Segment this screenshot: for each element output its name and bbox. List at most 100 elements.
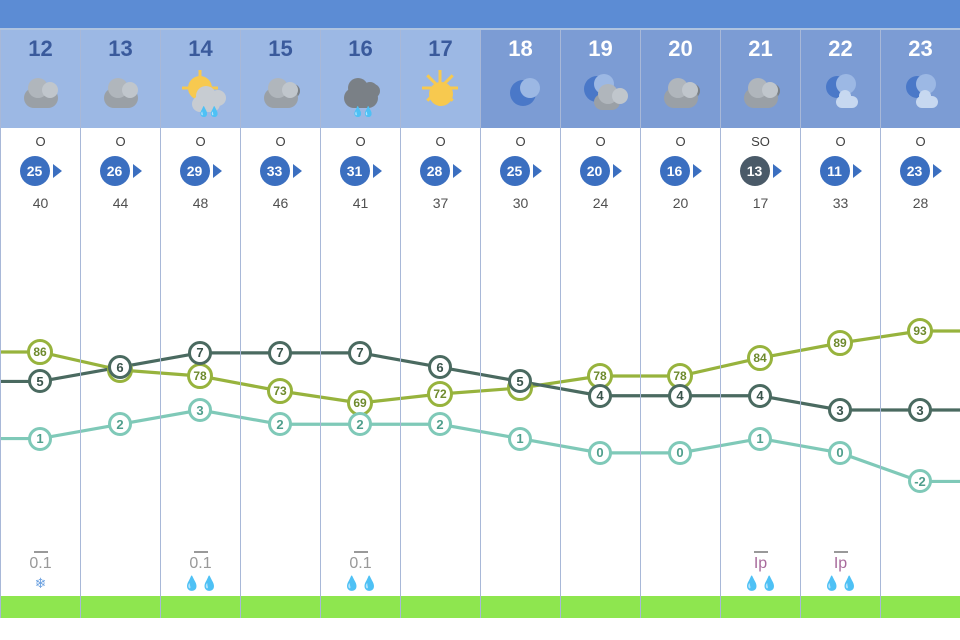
wind-gust: 30 — [513, 195, 529, 211]
wind-direction: O — [915, 134, 925, 149]
weather-icon — [881, 64, 960, 124]
hour-label: 18 — [508, 36, 532, 62]
hour-column[interactable]: 19 O 20 24 — [560, 30, 640, 618]
hour-column[interactable]: 13O2644 — [80, 30, 160, 618]
wind-direction: SO — [751, 134, 770, 149]
hour-label: 17 — [428, 36, 452, 62]
dewpoint-marker: 2 — [108, 412, 132, 436]
humidity-marker: 93 — [907, 318, 933, 344]
topbar — [0, 0, 960, 28]
hour-column[interactable]: 15O3346 — [240, 30, 320, 618]
wind-arrow-icon — [693, 164, 702, 178]
dewpoint-marker: 1 — [748, 427, 772, 451]
wind-speed-badge: 25 — [20, 156, 50, 186]
hour-header: 23 — [881, 30, 960, 128]
hour-label: 21 — [748, 36, 772, 62]
wind-direction: O — [195, 134, 205, 149]
dewpoint-marker: 0 — [828, 441, 852, 465]
hour-label: 19 — [588, 36, 612, 62]
hour-column[interactable]: 20O1620 — [640, 30, 720, 618]
wind-gust: 41 — [353, 195, 369, 211]
temperature-marker: 5 — [28, 369, 52, 393]
wind-arrow-icon — [453, 164, 462, 178]
hour-header: 13 — [81, 30, 160, 128]
weather-icon: 💧💧 — [161, 64, 240, 124]
hour-label: 22 — [828, 36, 852, 62]
hour-column[interactable]: 17O2837 — [400, 30, 480, 618]
weather-icon — [481, 64, 560, 124]
wind-speed-row: 31 — [340, 156, 382, 186]
wind-arrow-icon — [933, 164, 942, 178]
wind-speed-row: 11 — [820, 156, 862, 186]
wind-speed-row: 33 — [260, 156, 302, 186]
wind-arrow-icon — [533, 164, 542, 178]
hour-label: 16 — [348, 36, 372, 62]
wind-gust: 48 — [193, 195, 209, 211]
wind-speed-badge: 13 — [740, 156, 770, 186]
temperature-marker: 6 — [108, 355, 132, 379]
wind-gust: 28 — [913, 195, 929, 211]
hour-label: 20 — [668, 36, 692, 62]
hour-header: 15 — [241, 30, 320, 128]
hour-header: 12 — [1, 30, 80, 128]
dewpoint-marker: 0 — [588, 441, 612, 465]
hour-header: 19 — [561, 30, 640, 128]
hour-column[interactable]: 18O2530 — [480, 30, 560, 618]
hour-label: 14 — [188, 36, 212, 62]
wind-speed-badge: 33 — [260, 156, 290, 186]
hour-column[interactable]: 14💧💧O29480.1💧💧 — [160, 30, 240, 618]
wind-arrow-icon — [613, 164, 622, 178]
temperature-marker: 6 — [428, 355, 452, 379]
humidity-marker: 72 — [427, 381, 453, 407]
wind-speed-badge: 16 — [660, 156, 690, 186]
temperature-marker: 4 — [748, 384, 772, 408]
temperature-marker: 3 — [908, 398, 932, 422]
precip-info: Ip💧💧 — [801, 551, 880, 592]
wind-direction: O — [835, 134, 845, 149]
wind-direction: O — [435, 134, 445, 149]
wind-speed-row: 26 — [100, 156, 142, 186]
wind-direction: O — [115, 134, 125, 149]
temperature-marker: 4 — [588, 384, 612, 408]
weather-icon: 💧💧 — [321, 64, 400, 124]
hour-header: 21 — [721, 30, 800, 128]
forecast-grid: 12O25400.1❄865113O2644806214💧💧O29480.1💧💧… — [0, 28, 960, 618]
hour-header: 17 — [401, 30, 480, 128]
temperature-marker: 7 — [348, 341, 372, 365]
wind-speed-badge: 11 — [820, 156, 850, 186]
temperature-marker: 5 — [508, 369, 532, 393]
dewpoint-marker: 2 — [348, 412, 372, 436]
temperature-marker: 4 — [668, 384, 692, 408]
wind-arrow-icon — [133, 164, 142, 178]
humidity-marker: 86 — [27, 339, 53, 365]
hour-header: 20 — [641, 30, 720, 128]
wind-direction: O — [355, 134, 365, 149]
weather-icon — [721, 64, 800, 124]
precip-info: 0.1❄ — [1, 551, 80, 592]
weather-icon — [401, 64, 480, 124]
hour-column[interactable]: 21SO1317Ip💧💧 — [720, 30, 800, 618]
wind-gust: 24 — [593, 195, 609, 211]
wind-gust: 37 — [433, 195, 449, 211]
wind-speed-badge: 25 — [500, 156, 530, 186]
hour-label: 12 — [28, 36, 52, 62]
weather-icon — [561, 64, 640, 124]
dewpoint-marker: 2 — [268, 412, 292, 436]
precip-info: 0.1💧💧 — [321, 551, 400, 592]
wind-direction: O — [595, 134, 605, 149]
wind-gust: 33 — [833, 195, 849, 211]
hour-column[interactable]: 16💧💧 O 31 41 0.1💧💧 — [320, 30, 400, 618]
weather-icon — [81, 64, 160, 124]
hour-column[interactable]: 12 O 25 40 0.1❄ — [0, 30, 80, 618]
wind-arrow-icon — [213, 164, 222, 178]
hour-label: 15 — [268, 36, 292, 62]
weather-icon — [801, 64, 880, 124]
wind-speed-row: 29 — [180, 156, 222, 186]
wind-gust: 17 — [753, 195, 769, 211]
wind-direction: O — [35, 134, 45, 149]
wind-arrow-icon — [773, 164, 782, 178]
hour-column[interactable]: 22 O 11 33 Ip💧💧 — [800, 30, 880, 618]
wind-speed-row: 20 — [580, 156, 622, 186]
wind-speed-badge: 29 — [180, 156, 210, 186]
wind-gust: 40 — [33, 195, 49, 211]
